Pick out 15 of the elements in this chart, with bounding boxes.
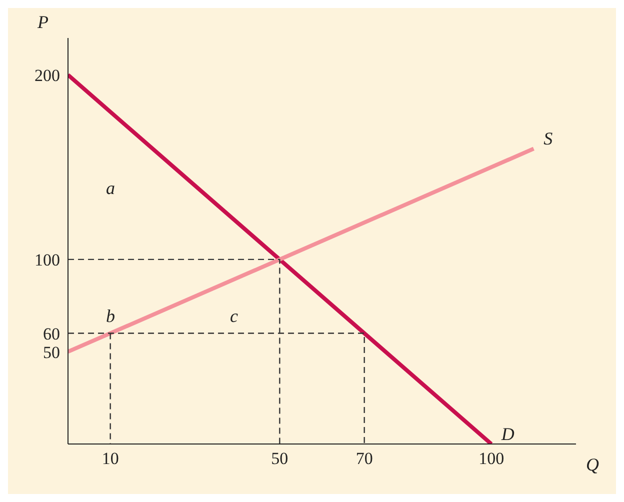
series-label: S xyxy=(544,128,553,149)
x-axis-title: Q xyxy=(586,454,599,474)
annotation: a xyxy=(106,178,115,198)
annotation: c xyxy=(230,306,238,326)
series-label: D xyxy=(500,424,514,444)
y-tick-label: 200 xyxy=(34,66,60,85)
x-tick-label: 50 xyxy=(271,449,288,468)
y-tick-label: 60 xyxy=(43,324,60,344)
x-tick-label: 100 xyxy=(478,449,504,468)
y-tick-label: 100 xyxy=(34,250,60,270)
y-axis-title: P xyxy=(36,12,48,32)
x-tick-label: 70 xyxy=(356,449,373,468)
annotation: b xyxy=(106,306,115,326)
x-tick-label: 10 xyxy=(102,449,119,468)
y-tick-label: 50 xyxy=(43,342,60,362)
